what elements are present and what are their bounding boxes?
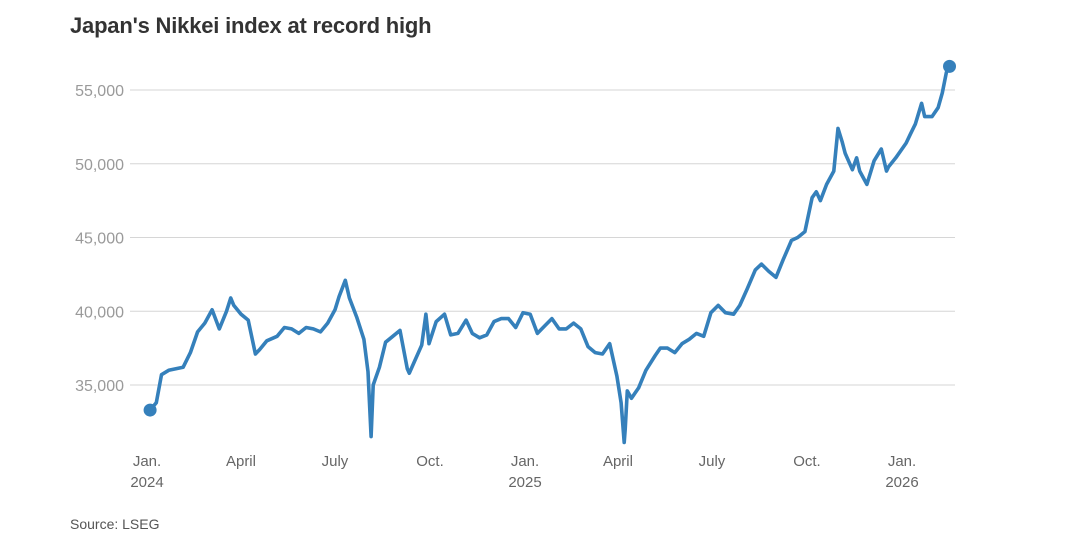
y-tick-label: 35,000 xyxy=(75,378,124,395)
gridlines xyxy=(130,89,955,386)
y-tick-label: 40,000 xyxy=(75,304,124,321)
source-note: Source: LSEG xyxy=(70,516,160,532)
x-tick-label: Jan. xyxy=(133,453,161,470)
series-layer xyxy=(148,64,952,445)
x-tick-label: July xyxy=(699,453,726,470)
x-tick-label: April xyxy=(226,453,256,470)
x-tick-label: Jan. xyxy=(888,453,916,470)
x-tick-label: Oct. xyxy=(793,453,821,470)
y-tick-label: 45,000 xyxy=(75,231,124,248)
x-tick-label: July xyxy=(322,453,349,470)
x-tick-label: Oct. xyxy=(416,453,444,470)
y-tick-label: 55,000 xyxy=(75,83,124,100)
start-point-marker xyxy=(143,403,157,417)
x-tick-year-label: 2025 xyxy=(508,474,541,491)
x-tick-label: April xyxy=(603,453,633,470)
x-tick-year-label: 2024 xyxy=(130,474,163,491)
end-point-marker xyxy=(943,59,957,73)
nikkei-series-line xyxy=(148,64,952,445)
x-axis: Jan. 2024 April July Oct. Jan. 2025 April July Oc… xyxy=(130,453,918,491)
y-axis: 35,000 40,000 45,000 50,000 55,000 xyxy=(75,83,124,395)
marker-layer xyxy=(143,59,957,417)
x-tick-year-label: 2026 xyxy=(885,474,918,491)
x-tick-label: Jan. xyxy=(511,453,539,470)
y-tick-label: 50,000 xyxy=(75,157,124,174)
chart-title: Japan's Nikkei index at record high xyxy=(70,13,432,38)
